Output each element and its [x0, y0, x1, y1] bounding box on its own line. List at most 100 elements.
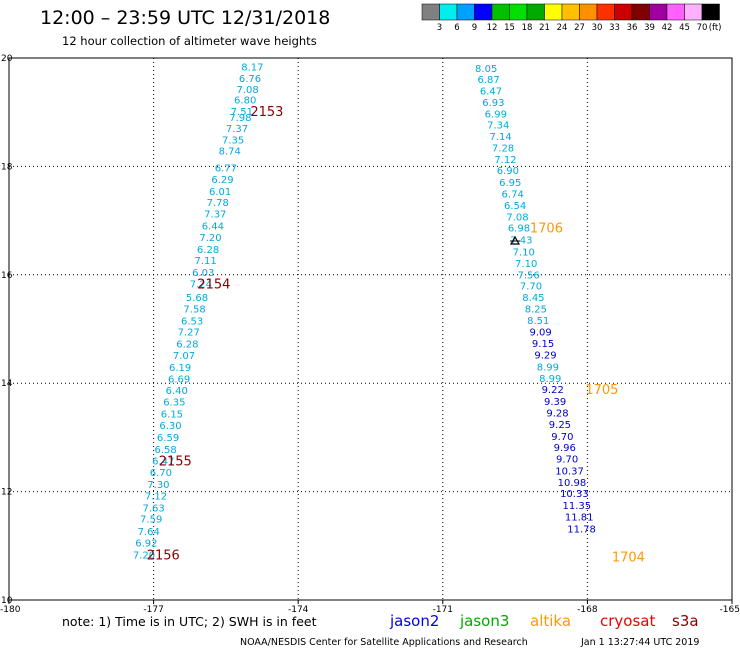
data-point-label: 11.35: [562, 501, 591, 512]
x-tick-label: -171: [433, 605, 453, 615]
data-point-label: 8.51: [527, 316, 549, 327]
data-point-label: 9.70: [551, 432, 573, 443]
colorbar-label: 6: [454, 23, 459, 33]
data-point-label: 6.29: [211, 175, 233, 186]
colorbar-swatch: [596, 3, 615, 21]
data-point-label: 7.07: [173, 351, 195, 362]
colorbar-label: 15: [504, 23, 515, 33]
data-point-label: 6.76: [239, 74, 261, 85]
data-point-label: 9.96: [554, 443, 576, 454]
data-point-label: 7.12: [494, 155, 516, 166]
data-point-label: 7.08: [236, 85, 258, 96]
data-point-label: 6.03: [192, 268, 214, 279]
data-point-label: 9.29: [534, 350, 556, 361]
data-point-label: 6.30: [159, 421, 181, 432]
data-point-label: 7.20: [133, 550, 155, 561]
data-point-label: 6.28: [176, 340, 198, 351]
colorbar-label: 36: [627, 23, 638, 33]
data-point-label: 7.58: [183, 304, 205, 315]
data-point-label: 6.47: [152, 457, 174, 468]
data-point-label: 9.22: [542, 385, 564, 396]
y-tick-label: 20: [1, 54, 13, 64]
data-point-label: 5.68: [186, 293, 208, 304]
pass-label: 2153: [250, 105, 283, 120]
data-point-label: 8.05: [475, 64, 497, 75]
data-point-label: 7.27: [178, 328, 200, 339]
x-axis-ticks: -180 -177 -174 -171 -168 -165: [0, 600, 740, 615]
data-point-label: 10.37: [555, 466, 584, 477]
satellite-position-icon: [509, 235, 521, 245]
colorbar-swatch: [631, 3, 650, 21]
data-point-label: 6.54: [504, 201, 526, 212]
legend-altika: altika: [530, 612, 571, 630]
pass-label: 2155: [159, 455, 192, 470]
pass-number-labels: 2153 2154 2155 2156 1706 1705 1704: [147, 105, 645, 566]
y-tick-label: 16: [1, 271, 13, 281]
y-tick-label: 18: [1, 162, 13, 172]
colorbar-legend: 3 6 9 12 15 18 21 24 27 30 33 36 39 42 45 70 (ft): [421, 3, 722, 33]
data-point-label: 7.63: [142, 503, 164, 514]
data-point-label: 7.30: [147, 480, 169, 491]
data-point-label: 6.01: [209, 187, 231, 198]
data-point-label: 10.98: [558, 478, 587, 489]
pass-label: 1705: [585, 383, 618, 398]
data-point-label: 6.95: [499, 178, 521, 189]
colorbar-label: 27: [574, 23, 585, 33]
data-point-label: 9.15: [532, 339, 554, 350]
data-point-label: 8.74: [219, 147, 241, 158]
pass-label: 2156: [147, 548, 180, 563]
legend-jason2: jason2: [389, 612, 439, 630]
x-tick-label: -174: [288, 605, 309, 615]
y-tick-label: 10: [1, 596, 13, 606]
colorbar-swatch: [649, 3, 668, 21]
x-tick-label: -177: [143, 605, 163, 615]
data-point-label: 6.69: [168, 374, 190, 385]
data-point-label: 8.25: [525, 304, 547, 315]
x-tick-label: -168: [577, 605, 598, 615]
data-point-label: 7.51: [231, 107, 253, 118]
data-point-label: 7.08: [506, 212, 528, 223]
data-point-label: 7.20: [199, 233, 221, 244]
colorbar-swatch: [614, 3, 633, 21]
colorbar-swatch: [439, 3, 458, 21]
data-point-label: 7.59: [140, 515, 162, 526]
colorbar-swatch: [544, 3, 563, 21]
data-point-label: 11.78: [567, 524, 596, 535]
chart-title: 12:00 – 23:59 UTC 12/31/2018: [40, 7, 330, 29]
data-point-label: 11.81: [565, 513, 594, 524]
data-point-label: 7.24: [190, 279, 212, 290]
colorbar-label: 3: [437, 23, 442, 33]
data-point-label: 7.56: [517, 270, 539, 281]
y-tick-label: 14: [1, 379, 13, 389]
pass-label: 1706: [530, 222, 563, 237]
data-point-label: 9.09: [530, 328, 552, 339]
data-point-label: 7.10: [515, 259, 537, 270]
data-point-label: 7.11: [195, 256, 217, 267]
data-point-label: 10.33: [560, 489, 589, 500]
colorbar-label: 39: [644, 23, 655, 33]
colorbar-label: 42: [662, 23, 673, 33]
data-point-label: 7.37: [204, 210, 226, 221]
colorbar-label: 33: [609, 23, 620, 33]
colorbar-swatch: [509, 3, 528, 21]
legend-s3a: s3a: [672, 612, 699, 630]
data-point-label: 6.74: [502, 190, 524, 201]
data-point-label: 7.34: [487, 121, 509, 132]
data-point-label: 8.99: [537, 362, 559, 373]
footer-timestamp: Jan 1 13:27:44 UTC 2019: [580, 637, 699, 648]
colorbar-swatch: [526, 3, 545, 21]
units-note: note: 1) Time is in UTC; 2) SWH is in fe…: [62, 614, 317, 629]
data-point-label: 6.35: [163, 398, 185, 409]
legend-jason3: jason3: [459, 612, 509, 630]
data-point-label: 6.80: [234, 96, 256, 107]
colorbar-label: 21: [539, 23, 550, 33]
colorbar-label: 12: [487, 23, 498, 33]
pass-label: 1704: [612, 551, 645, 566]
data-point-label: 7.98: [229, 113, 251, 124]
y-axis-ticks: 10 12 14 16 18 20: [1, 54, 13, 606]
data-point-label: 7.10: [513, 247, 535, 258]
data-labels: 8.176.767.086.807.517.987.377.358.746.77…: [133, 63, 596, 562]
data-point-label: 6.44: [202, 221, 224, 232]
y-tick-label: 12: [1, 488, 12, 498]
data-point-label: 6.92: [135, 539, 157, 550]
